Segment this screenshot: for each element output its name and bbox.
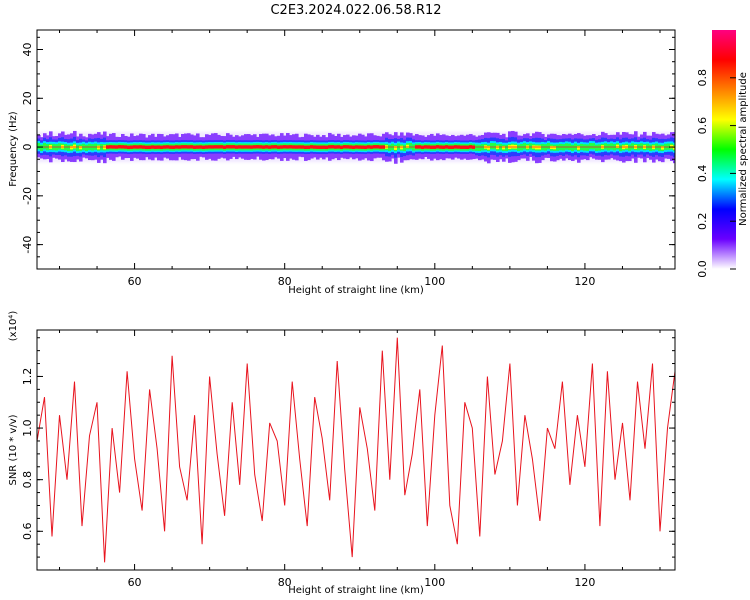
spectrogram-cell [493,144,497,148]
spectrogram-cell [649,146,653,149]
spectrogram-cell [556,146,560,149]
spectrogram-cell [586,146,590,149]
spectrogram-x-tick-label: 100 [424,275,445,288]
spectrogram-cell [631,145,635,148]
spectrogram-cell [547,144,551,148]
spectrogram-x-tick-label: 120 [574,275,595,288]
spectrogram-y-tick-label: -20 [21,187,34,205]
spectrogram-cell [616,144,620,148]
spectrogram-y-ticks: 40 20 0 -20 -40 [21,36,675,270]
spectrogram-cell [673,145,675,150]
colorbar-tick-label: 0.6 [696,117,709,135]
spectrogram-x-axis-label: Height of straight line (km) [288,285,424,296]
spectrogram-cell [619,146,623,150]
spectrogram-cell [658,146,662,150]
spectrogram-cell [475,146,479,149]
spectrogram-y-tick-label: 20 [21,91,34,105]
snr-x-tick-label: 120 [574,576,595,589]
colorbar-label: Normalized spectral amplitude [738,72,749,226]
spectrogram-cell [505,146,509,149]
snr-x-tick-label: 60 [128,576,142,589]
colorbar-ticks: 0.0 0.2 0.4 0.6 0.8 [696,69,736,278]
spectrogram-cell [553,146,557,150]
spectrogram-x-tick-label: 80 [278,275,292,288]
spectrogram-cell [67,146,71,150]
spectrogram-cell [670,144,674,149]
spectrogram-y-axis-label: Frequency (Hz) [8,111,19,187]
colorbar: 0.0 0.2 0.4 0.6 0.8 Normalized spectral ampl… [696,30,749,278]
snr-series-line [37,337,675,563]
colorbar-tick-label: 0.8 [696,69,709,87]
snr-y-ticks: 1.2 1.0 0.8 0.6 [21,337,675,571]
spectrogram-cell [640,145,644,148]
spectrogram-cell [37,145,41,148]
snr-x-tick-label: 80 [278,576,292,589]
spectrogram-cell [409,144,413,148]
spectrogram-cell [70,145,74,150]
spectrogram-cell [565,145,569,148]
spectrogram-cell [58,144,62,148]
spectrogram-cell [577,146,581,150]
colorbar-gradient [712,30,736,269]
spectrogram-cell [388,146,392,150]
spectrogram-cell [661,146,665,150]
spectrogram-y-tick-label: -40 [21,236,34,254]
spectrogram-y-tick-label: 0 [21,144,34,151]
spectrogram-heatmap [37,130,675,164]
snr-panel: 60 80 100 120 1.2 1.0 0.8 0.6 Height of straig… [8,311,676,596]
snr-x-ticks: 60 80 100 120 [59,330,661,589]
snr-y-axis-label: SNR (10 * v/v) [8,414,19,485]
spectrogram-cell [571,146,575,150]
snr-frame [36,329,676,571]
snr-y-tick-label: 0.6 [21,523,34,541]
spectrogram-cell [604,144,608,148]
snr-x-tick-label: 100 [424,576,445,589]
spectrogram-cell [85,146,89,149]
spectrogram-cell [517,146,521,150]
spectrogram-cell [40,146,44,149]
snr-y-multiplier: (x10⁴) [8,311,19,342]
spectrogram-cell [523,145,527,148]
spectrogram-cell [490,144,494,148]
spectrogram-cell [478,146,482,150]
snr-x-axis-label: Height of straight line (km) [288,585,424,596]
colorbar-tick-label: 0.4 [696,165,709,183]
spectrogram-cell [403,146,407,150]
spectrogram-x-ticks: 60 80 100 120 [59,30,661,288]
spectrogram-cell [595,146,599,150]
spectrogram-panel: 60 80 100 120 40 20 0 -20 -40 Height of straigh… [8,29,676,296]
spectrogram-frame [36,29,676,270]
spectrogram-cell [610,145,614,148]
spectrogram-cell [394,146,398,150]
spectrogram-cell [592,144,596,148]
spectrogram-cell [529,145,533,148]
spectrogram-cell [487,145,491,150]
spectrogram-cell [628,146,632,150]
colorbar-tick-label: 0.2 [696,212,709,230]
spectrogram-cell [406,144,410,148]
snr-y-tick-label: 1.2 [21,368,34,386]
snr-y-tick-label: 1.0 [21,419,34,437]
spectrogram-cell [73,144,77,149]
spectrogram-y-tick-label: 40 [21,43,34,57]
spectrogram-cell [43,144,47,148]
spectrogram-x-tick-label: 60 [128,275,142,288]
figure-title: C2E3.2024.022.06.58.R12 [270,3,441,18]
colorbar-tick-label: 0.0 [696,260,709,278]
spectrogram-cell [589,145,593,148]
spectrogram-cell [76,146,80,150]
spectrogram-cell [79,146,83,150]
spectrogram-cell [502,146,506,150]
snr-y-tick-label: 0.8 [21,471,34,489]
